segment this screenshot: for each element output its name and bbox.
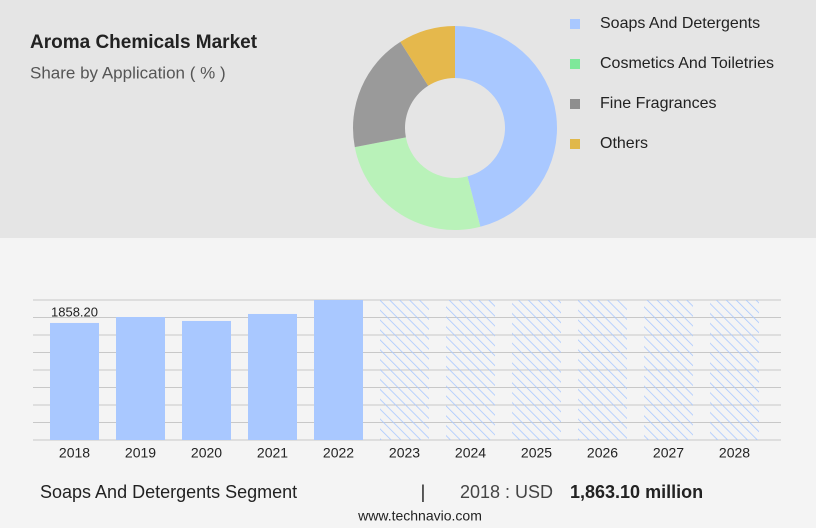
- legend-swatch: [570, 19, 580, 29]
- value-label: 1858.20: [51, 304, 98, 319]
- legend-label: Cosmetics And Toiletries: [600, 55, 774, 72]
- x-tick-label: 2020: [191, 445, 222, 461]
- donut-chart: Soaps And Detergents Cosmetics And Toilet…: [353, 15, 774, 230]
- chart-subtitle: Share by Application ( % ): [30, 63, 226, 82]
- website: www.technavio.com: [357, 508, 482, 524]
- forecast-bar: [578, 300, 627, 440]
- bar: [50, 322, 99, 440]
- x-tick-label: 2021: [257, 445, 288, 461]
- x-tick-label: 2024: [455, 445, 486, 461]
- x-tick-label: 2018: [59, 445, 90, 461]
- bar: [248, 313, 297, 440]
- forecast-bar: [380, 300, 429, 440]
- forecast-bar: [446, 300, 495, 440]
- footer-value: 1,863.10 million: [570, 482, 703, 502]
- legend-label: Others: [600, 135, 648, 152]
- x-tick-label: 2023: [389, 445, 420, 461]
- bar-chart: 1858.20 2018 2019 2020 2021 2022 2023 2024 2025 2…: [33, 299, 781, 461]
- footer-year: 2018 : USD: [460, 482, 553, 502]
- footer-segment: Soaps And Detergents Segment: [40, 482, 297, 502]
- x-tick-label: 2028: [719, 445, 750, 461]
- donut-segment: [354, 137, 481, 230]
- chart-title: Aroma Chemicals Market: [30, 32, 258, 53]
- x-tick-label: 2025: [521, 445, 552, 461]
- bar: [182, 320, 231, 440]
- legend-label: Soaps And Detergents: [600, 15, 760, 32]
- legend-label: Fine Fragrances: [600, 95, 717, 112]
- donut-segment: [353, 41, 429, 148]
- legend-swatch: [570, 59, 580, 69]
- forecast-bar: [512, 300, 561, 440]
- forecast-bar: [710, 300, 759, 440]
- legend-swatch: [570, 139, 580, 149]
- footer-separator: |: [421, 482, 426, 502]
- x-tick-label: 2026: [587, 445, 618, 461]
- x-tick-label: 2022: [323, 445, 354, 461]
- bar: [314, 300, 363, 440]
- legend-swatch: [570, 99, 580, 109]
- donut-segment: [400, 26, 455, 86]
- x-tick-label: 2019: [125, 445, 156, 461]
- bar: [116, 317, 165, 440]
- x-tick-label: 2027: [653, 445, 684, 461]
- forecast-bar: [644, 300, 693, 440]
- donut-segment: [455, 26, 557, 227]
